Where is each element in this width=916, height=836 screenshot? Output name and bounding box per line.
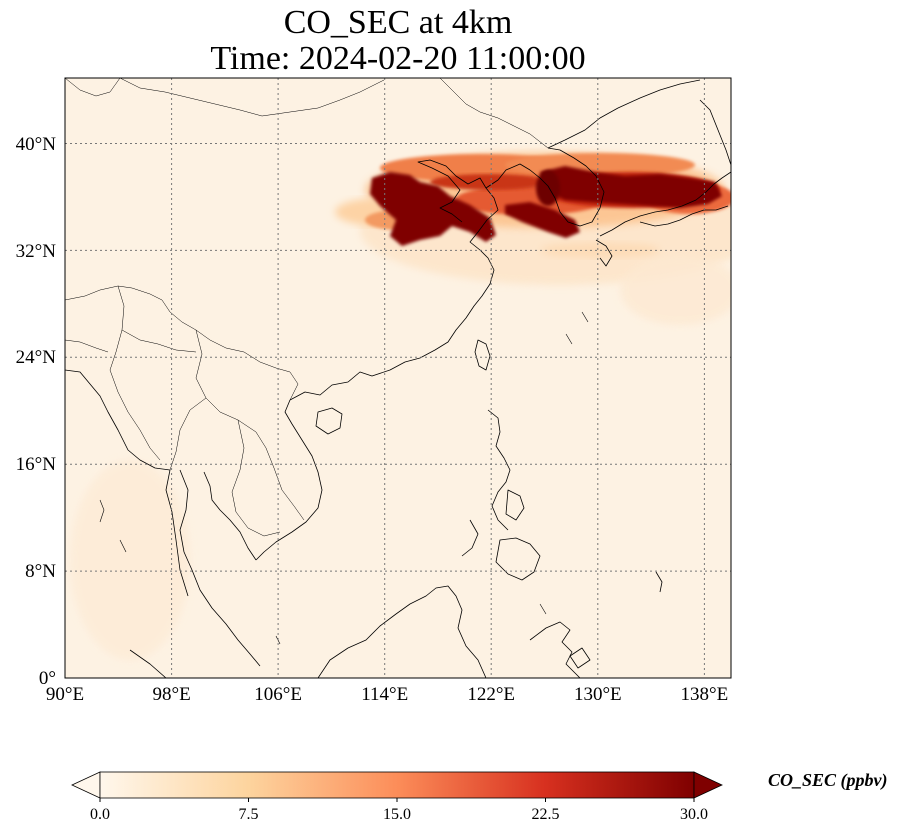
lon-tick-label: 122°E	[467, 684, 515, 705]
lon-tick-label: 114°E	[361, 684, 408, 705]
lat-tick-label: 16°N	[16, 454, 57, 475]
colorbar-tick-label: 15.0	[383, 806, 411, 823]
map-subtitle-time: Time: 2024-02-20 11:00:00	[210, 40, 586, 77]
lon-tick-label: 98°E	[152, 684, 190, 705]
colorbar-max-extend	[693, 771, 723, 799]
lat-tick-label: 32°N	[16, 241, 57, 262]
lon-tick-label: 130°E	[574, 684, 622, 705]
colorbar-min-extend	[71, 771, 101, 799]
colorbar	[71, 771, 723, 802]
lat-tick-label: 24°N	[16, 347, 57, 368]
colorbar-tick-label: 0.0	[90, 806, 110, 823]
lat-tick-label: 40°N	[16, 134, 57, 155]
colorbar-tick-label: 7.5	[238, 806, 259, 823]
map-title: CO_SEC at 4km	[283, 4, 513, 41]
lon-tick-label: 90°E	[46, 684, 84, 705]
colorbar-tick-label: 22.5	[531, 806, 560, 823]
map-frame	[64, 77, 732, 679]
lon-tick-labels: 90°E 98°E 106°E 114°E 122°E 130°E 138°E	[46, 684, 728, 705]
colorbar-gradient	[99, 771, 695, 799]
lat-tick-labels: 0° 8°N 16°N 24°N 32°N 40°N	[16, 134, 57, 689]
graticule	[65, 78, 731, 678]
colorbar-label: CO_SEC (ppbv)	[768, 770, 888, 790]
lon-tick-label: 138°E	[681, 684, 729, 705]
lat-tick-label: 0°	[39, 668, 56, 689]
co-plume-layer	[70, 152, 731, 660]
colorbar-tick-label: 30.0	[680, 806, 708, 823]
lat-tick-label: 8°N	[25, 561, 56, 582]
lon-tick-label: 106°E	[254, 684, 302, 705]
